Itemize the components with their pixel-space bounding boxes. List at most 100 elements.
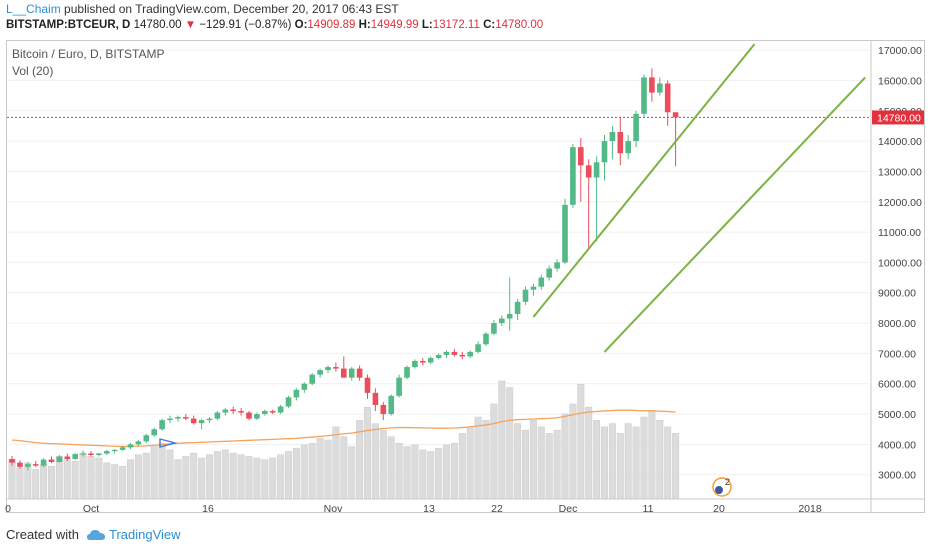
- candle-body: [459, 354, 466, 357]
- close-label: C:: [483, 19, 496, 31]
- candle-body: [333, 367, 339, 369]
- volume-bar: [87, 456, 95, 500]
- volume-bar: [593, 420, 601, 500]
- x-tick-label: Dec: [559, 503, 578, 515]
- legend-volume: Vol (20): [12, 64, 54, 78]
- tradingview-link[interactable]: TradingView: [108, 527, 181, 542]
- published-text: published on TradingView.com, December 2…: [64, 2, 399, 16]
- candle-body: [601, 141, 608, 163]
- y-tick-label: 8000.00: [878, 318, 916, 330]
- candle-body: [372, 392, 379, 405]
- volume-bar: [545, 433, 553, 500]
- candle-body: [562, 204, 568, 263]
- candle-body: [522, 289, 529, 302]
- volume-bar: [16, 467, 24, 500]
- volume-bar: [190, 452, 198, 500]
- volume-bar: [277, 454, 285, 500]
- volume-bar: [47, 465, 55, 500]
- candle-body: [664, 83, 671, 113]
- volume-bar: [32, 469, 40, 500]
- volume-bar: [261, 459, 269, 500]
- candle-body: [151, 429, 157, 436]
- y-tick-label: 6000.00: [878, 379, 916, 391]
- volume-bar: [111, 464, 119, 500]
- volume-bar: [198, 457, 206, 500]
- candle-body: [514, 301, 521, 314]
- candle-body: [364, 377, 371, 393]
- candle-body: [427, 357, 434, 363]
- event-marker-face-icon: [715, 486, 723, 494]
- volume-bar: [206, 454, 214, 500]
- volume-bar: [237, 454, 245, 500]
- candle-body: [325, 367, 331, 371]
- candle-body: [609, 131, 616, 142]
- candle-body: [48, 459, 55, 462]
- volume-bar: [63, 459, 71, 500]
- volume-bar: [348, 446, 356, 500]
- volume-bar: [482, 420, 490, 500]
- candle-body: [206, 418, 213, 421]
- candle-body: [617, 131, 624, 154]
- candle-body: [356, 368, 363, 378]
- volume-bar: [506, 387, 514, 500]
- y-tick-label: 5000.00: [878, 409, 916, 421]
- candle-body: [404, 367, 410, 378]
- legend-title: Bitcoin / Euro, D, BITSTAMP: [12, 47, 165, 61]
- volume-bar: [442, 444, 450, 500]
- volume-bar: [245, 456, 253, 500]
- volume-bar: [490, 403, 498, 500]
- volume-bar: [537, 426, 545, 500]
- symbol-header: BITSTAMP:BTCEUR, D 14780.00 ▼ −129.91 (−…: [6, 19, 543, 31]
- x-tick-label: 0: [5, 503, 11, 515]
- publish-header: L__Chaim published on TradingView.com, D…: [6, 2, 399, 16]
- volume-bar: [577, 383, 585, 500]
- volume-bar: [561, 413, 569, 500]
- high-label: H:: [358, 19, 371, 31]
- candle-body: [633, 113, 639, 142]
- candle-body: [183, 417, 189, 419]
- candle-body: [40, 459, 47, 466]
- x-tick-label: 11: [643, 503, 654, 515]
- volume-bar: [608, 423, 616, 500]
- volume-bar: [174, 459, 182, 500]
- candle-body: [88, 453, 94, 456]
- candle-body: [135, 441, 142, 445]
- volume-bar: [411, 444, 419, 500]
- volume-bar: [55, 456, 63, 500]
- volume-bar: [71, 461, 79, 500]
- volume-bar: [95, 457, 103, 500]
- volume-bar: [300, 444, 308, 500]
- candle-body: [570, 147, 576, 205]
- candle-body: [72, 454, 78, 459]
- volume-bar: [340, 436, 348, 500]
- volume-bar: [316, 438, 324, 500]
- candle-body: [222, 409, 229, 413]
- candle-body: [467, 351, 473, 357]
- volume-bar: [229, 452, 237, 500]
- candle-body: [96, 453, 102, 456]
- marker-arrow-icon: [159, 438, 178, 448]
- candle-body: [293, 389, 300, 398]
- y-tick-label: 12000.00: [878, 197, 922, 209]
- volume-bar: [656, 420, 664, 500]
- y-tick-label: 9000.00: [878, 288, 916, 300]
- volume-bar: [119, 465, 127, 500]
- open-value: 14909.89: [307, 19, 356, 31]
- last-price: 14780.00: [133, 19, 182, 31]
- candle-body: [80, 453, 86, 455]
- candle-body: [451, 351, 458, 355]
- candle-body: [56, 456, 63, 462]
- last-price-box: [872, 110, 924, 125]
- candle-body: [301, 383, 308, 390]
- candle-body: [285, 397, 292, 407]
- volume-bar: [529, 420, 537, 500]
- candle-body: [380, 404, 387, 415]
- price-change: −129.91 (−0.87%): [199, 19, 292, 31]
- channel-upper-line: [532, 43, 756, 318]
- author-link[interactable]: L__Chaim: [6, 2, 61, 16]
- volume-bar: [363, 406, 371, 500]
- candle-body: [119, 447, 126, 450]
- volume-bar: [648, 410, 656, 500]
- channel-lower-line: [603, 76, 866, 353]
